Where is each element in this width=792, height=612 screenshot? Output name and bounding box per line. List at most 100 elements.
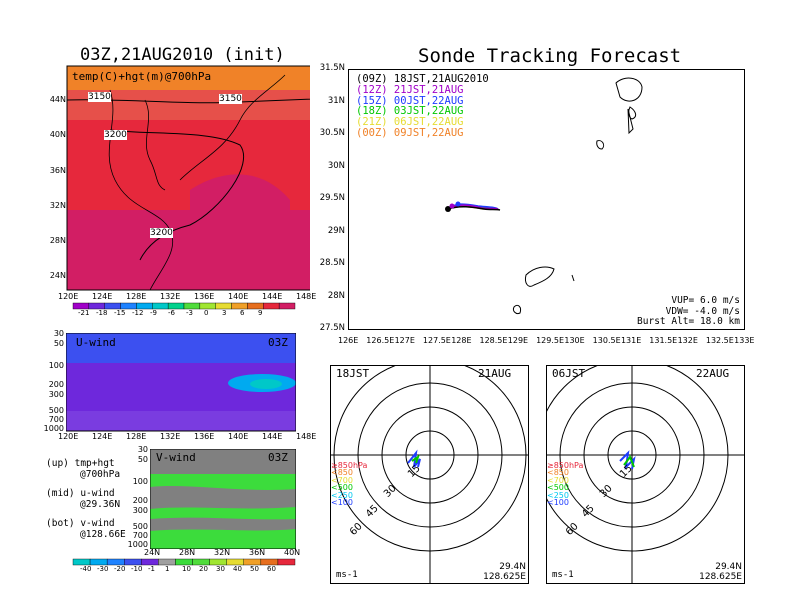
v-wind-time: 03Z <box>268 451 288 464</box>
hodo-left-date: 21AUG <box>478 367 512 380</box>
hodo-right-coords: 29.4N 128.625E <box>686 562 742 582</box>
lon-tick: 120E <box>58 432 79 441</box>
wind-colorbar <box>72 558 296 566</box>
cb-tick: 1 <box>165 565 170 573</box>
v-wind-section <box>150 449 296 549</box>
map-lon-ticks: 120E 124E 128E 132E 136E 140E 144E 148E <box>58 292 326 301</box>
lon-tick: 130E <box>564 336 585 345</box>
track-lat-ticks: 31.5N 31N 30.5N 30N 29.5N 29N 28.5N 28N … <box>300 63 345 333</box>
hodo-lat: 29.4N <box>499 562 526 572</box>
level-entry: <100 <box>547 498 569 508</box>
lon-tick: 148E <box>296 432 317 441</box>
hodo-trace-blue <box>619 450 636 470</box>
lon-tick: 131E <box>620 336 642 345</box>
lon-tick: 132E <box>160 292 181 301</box>
lat-tick: 44N <box>49 95 66 104</box>
colorbar-swatch <box>263 302 280 310</box>
island <box>525 266 555 287</box>
wind-colorbar-ticks: -40 -30 -20 -10 -1 1 10 20 30 40 50 60 <box>80 565 276 573</box>
note-line: @700hPa <box>80 469 121 480</box>
lon-tick: 129E <box>507 336 529 345</box>
contour-label-3150-b: 3150 <box>219 94 242 104</box>
lat-tick: 28N <box>327 290 345 301</box>
map-frame <box>66 65 310 291</box>
legend-entry-00z: (00Z) 09JST,22AUG <box>356 126 464 139</box>
lat-tick: 30.5N <box>319 128 345 138</box>
lat-tick: 36N <box>249 548 266 557</box>
p-tick: 200 <box>48 380 64 389</box>
hodo-trace-blue <box>407 449 421 468</box>
track-params: VUP= 6.0 m/s VDW= -4.0 m/s Burst Alt= 18… <box>610 295 740 328</box>
track-09z <box>447 205 501 211</box>
u-lower <box>66 411 296 431</box>
vdw-text: VDW= -4.0 m/s <box>665 305 740 317</box>
u-wind-section <box>66 333 296 432</box>
lat-tick: 24N <box>49 271 66 280</box>
cb-tick: 20 <box>199 565 208 573</box>
track-15z <box>447 203 499 210</box>
p-tick: 500 <box>132 522 148 531</box>
island <box>571 274 575 282</box>
hodo-trace-green <box>411 454 420 464</box>
cb-tick: 6 <box>240 309 245 317</box>
lat-tick: 24N <box>144 548 161 557</box>
level-entry: <500 <box>331 483 353 493</box>
cb-tick: 3 <box>222 309 227 317</box>
level-entry: <250 <box>547 490 569 500</box>
lon-tick: 128.5E <box>479 336 508 345</box>
u-frame <box>66 333 296 432</box>
lon-tick: 127E <box>394 336 415 345</box>
lat-tick: 28.5N <box>319 258 345 268</box>
lat-tick: 28N <box>179 548 196 557</box>
level-legend: ≥850hPa <850 <700 <500 <250 <100 <box>331 461 367 506</box>
cb-tick: -30 <box>97 565 109 573</box>
p-tick: 30 <box>137 445 148 454</box>
v-p-ticks: 30 50 100 200 300 500 700 1000 <box>124 445 148 549</box>
lat-tick: 31.5N <box>319 63 345 73</box>
v-upper <box>150 449 296 474</box>
lon-tick: 136E <box>194 292 215 301</box>
hodo-lon: 128.625E <box>699 572 742 582</box>
p-tick: 100 <box>48 361 64 370</box>
lon-tick: 128E <box>126 432 147 441</box>
p-tick: 300 <box>48 390 64 399</box>
cb-tick: 9 <box>258 309 263 317</box>
legend-entry-09z: (09Z) 18JST,21AUG2010 <box>356 73 489 85</box>
hodo-right-date: 22AUG <box>696 367 730 380</box>
cb-tick: -9 <box>150 309 157 317</box>
korea-coast <box>144 99 166 191</box>
hodo-right-time: 06JST <box>552 367 586 380</box>
cb-tick: -40 <box>80 565 92 573</box>
cb-tick: -15 <box>114 309 126 317</box>
u-upper <box>66 333 296 363</box>
level-entry: ≥850hPa <box>547 461 584 470</box>
legend-entry-15z: (15Z) 00JST,22AUG <box>356 94 464 107</box>
lon-tick: 133E <box>734 336 755 345</box>
track-frame <box>348 69 745 330</box>
cb-tick: 10 <box>182 565 191 573</box>
southeast-band <box>190 174 290 290</box>
level-entry: <700 <box>547 475 569 485</box>
left-map-title: 03Z,21AUG2010 (init) <box>80 45 285 65</box>
legend-entry-12z: (12Z) 21JST,21AUG <box>356 83 464 96</box>
lon-tick: 130.5E <box>592 336 621 345</box>
lat-tick: 40N <box>49 130 66 139</box>
p-tick: 1000 <box>127 540 148 549</box>
lat-tick: 30N <box>327 160 345 171</box>
p-tick: 700 <box>48 415 64 424</box>
lon-tick: 140E <box>228 432 249 441</box>
lon-tick: 132E <box>677 336 698 345</box>
cb-tick: -21 <box>78 309 90 317</box>
p-tick: 100 <box>132 477 148 486</box>
cb-tick: -1 <box>148 565 155 573</box>
cb-tick: 30 <box>216 565 225 573</box>
track-title: Sonde Tracking Forecast <box>418 45 682 67</box>
lon-tick: 127.5E <box>422 336 451 345</box>
hodograph-left <box>330 365 529 584</box>
track-point <box>449 203 455 209</box>
lon-tick: 140E <box>228 292 249 301</box>
cb-tick: 60 <box>267 565 276 573</box>
level-entry: <850 <box>547 468 569 478</box>
cb-tick: 40 <box>233 565 242 573</box>
cb-tick: -6 <box>168 309 175 317</box>
